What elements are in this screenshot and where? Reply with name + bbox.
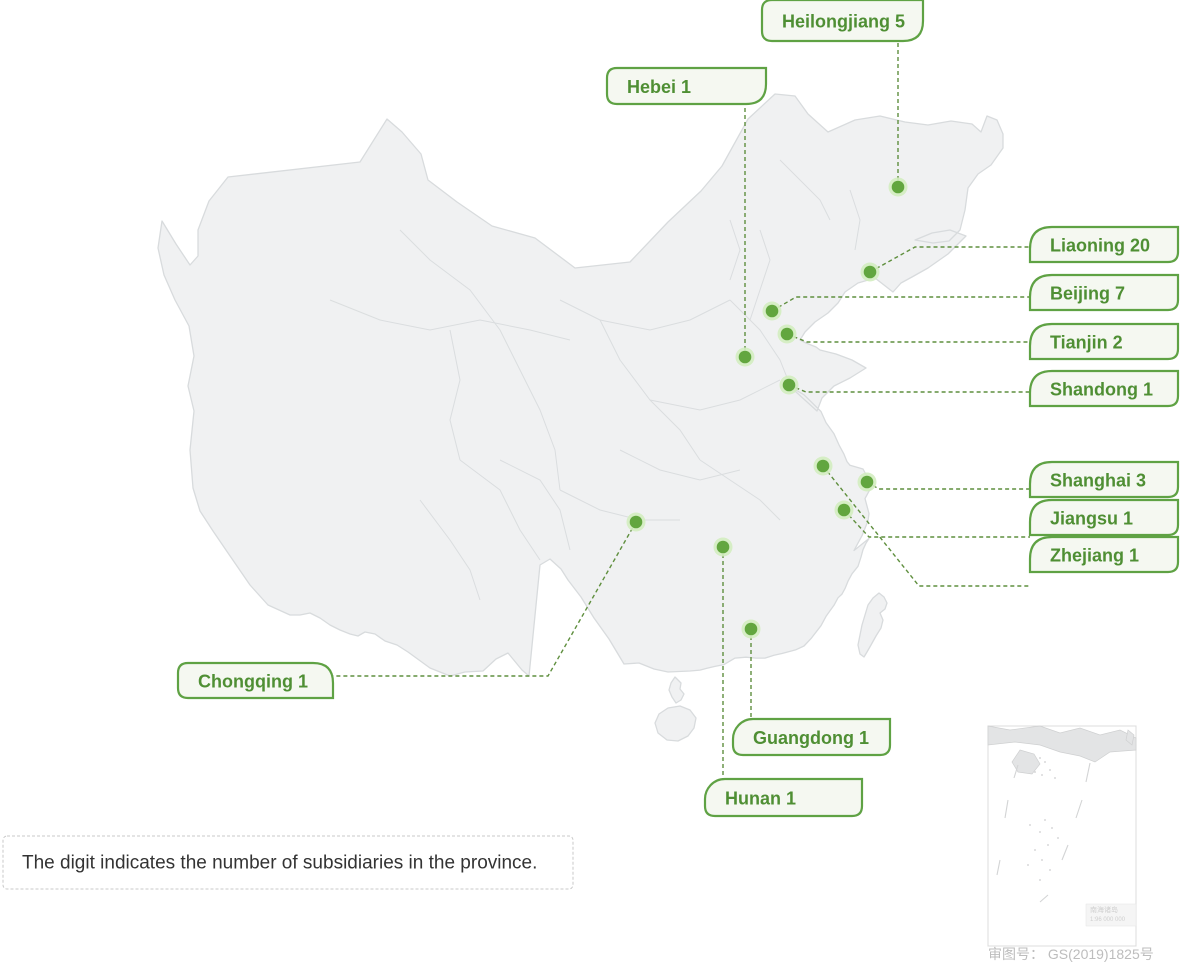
svg-text:1:96 000 000: 1:96 000 000 — [1090, 917, 1126, 923]
svg-text:Hebei 1: Hebei 1 — [627, 77, 691, 97]
svg-text:Tianjin 2: Tianjin 2 — [1050, 333, 1123, 353]
svg-text:The digit indicates the number: The digit indicates the number of subsid… — [22, 853, 537, 874]
svg-text:Hunan 1: Hunan 1 — [725, 789, 796, 809]
svg-text:南海诸岛: 南海诸岛 — [1090, 905, 1118, 914]
svg-text:Shanghai 3: Shanghai 3 — [1050, 471, 1146, 491]
svg-text:审图号： GS(2019)1825号: 审图号： GS(2019)1825号 — [988, 946, 1154, 962]
svg-text:Shandong 1: Shandong 1 — [1050, 380, 1153, 400]
svg-text:Jiangsu 1: Jiangsu 1 — [1050, 509, 1133, 529]
svg-text:Zhejiang 1: Zhejiang 1 — [1050, 546, 1139, 566]
svg-text:Chongqing 1: Chongqing 1 — [198, 672, 308, 692]
svg-text:Liaoning 20: Liaoning 20 — [1050, 236, 1150, 256]
svg-text:Heilongjiang 5: Heilongjiang 5 — [782, 12, 905, 32]
svg-text:Guangdong 1: Guangdong 1 — [753, 728, 869, 748]
svg-text:Beijing 7: Beijing 7 — [1050, 284, 1125, 304]
